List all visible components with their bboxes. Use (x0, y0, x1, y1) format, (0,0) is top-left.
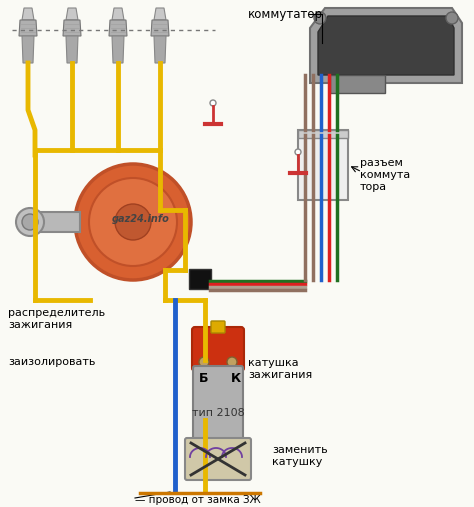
Polygon shape (66, 36, 78, 63)
Text: — провод от замка ЗЖ: — провод от замка ЗЖ (135, 495, 261, 505)
Polygon shape (112, 36, 124, 63)
FancyBboxPatch shape (185, 438, 251, 480)
Text: gaz24.info: gaz24.info (112, 214, 170, 224)
Polygon shape (22, 36, 34, 63)
Polygon shape (30, 212, 80, 232)
Polygon shape (112, 8, 124, 20)
Polygon shape (310, 8, 462, 83)
Circle shape (295, 149, 301, 155)
Text: К: К (231, 372, 241, 384)
FancyBboxPatch shape (298, 130, 348, 200)
Circle shape (115, 204, 151, 240)
Text: разъем
коммута
тора: разъем коммута тора (360, 158, 410, 192)
Text: коммутатор: коммутатор (248, 8, 323, 20)
Polygon shape (19, 20, 37, 36)
Text: Б: Б (199, 372, 209, 384)
Circle shape (75, 164, 191, 280)
Polygon shape (63, 20, 81, 36)
Polygon shape (151, 20, 169, 36)
FancyBboxPatch shape (193, 366, 243, 450)
FancyBboxPatch shape (211, 321, 225, 333)
FancyBboxPatch shape (330, 75, 385, 93)
Circle shape (446, 12, 458, 24)
FancyBboxPatch shape (192, 327, 244, 371)
Text: заизолировать: заизолировать (8, 357, 95, 367)
Polygon shape (154, 8, 166, 20)
Circle shape (16, 208, 44, 236)
Text: тип 2108: тип 2108 (191, 408, 245, 418)
FancyBboxPatch shape (189, 269, 211, 289)
Circle shape (22, 214, 38, 230)
Circle shape (314, 12, 326, 24)
Polygon shape (66, 8, 78, 20)
Text: катушка
зажигания: катушка зажигания (248, 358, 312, 380)
FancyBboxPatch shape (298, 130, 348, 138)
Circle shape (227, 357, 237, 367)
Polygon shape (154, 36, 166, 63)
Polygon shape (109, 20, 127, 36)
Polygon shape (22, 8, 34, 20)
Circle shape (210, 100, 216, 106)
Circle shape (89, 178, 177, 266)
Text: заменить
катушку: заменить катушку (272, 445, 328, 467)
Text: распределитель
зажигания: распределитель зажигания (8, 308, 105, 331)
Circle shape (199, 357, 209, 367)
Polygon shape (318, 16, 454, 75)
